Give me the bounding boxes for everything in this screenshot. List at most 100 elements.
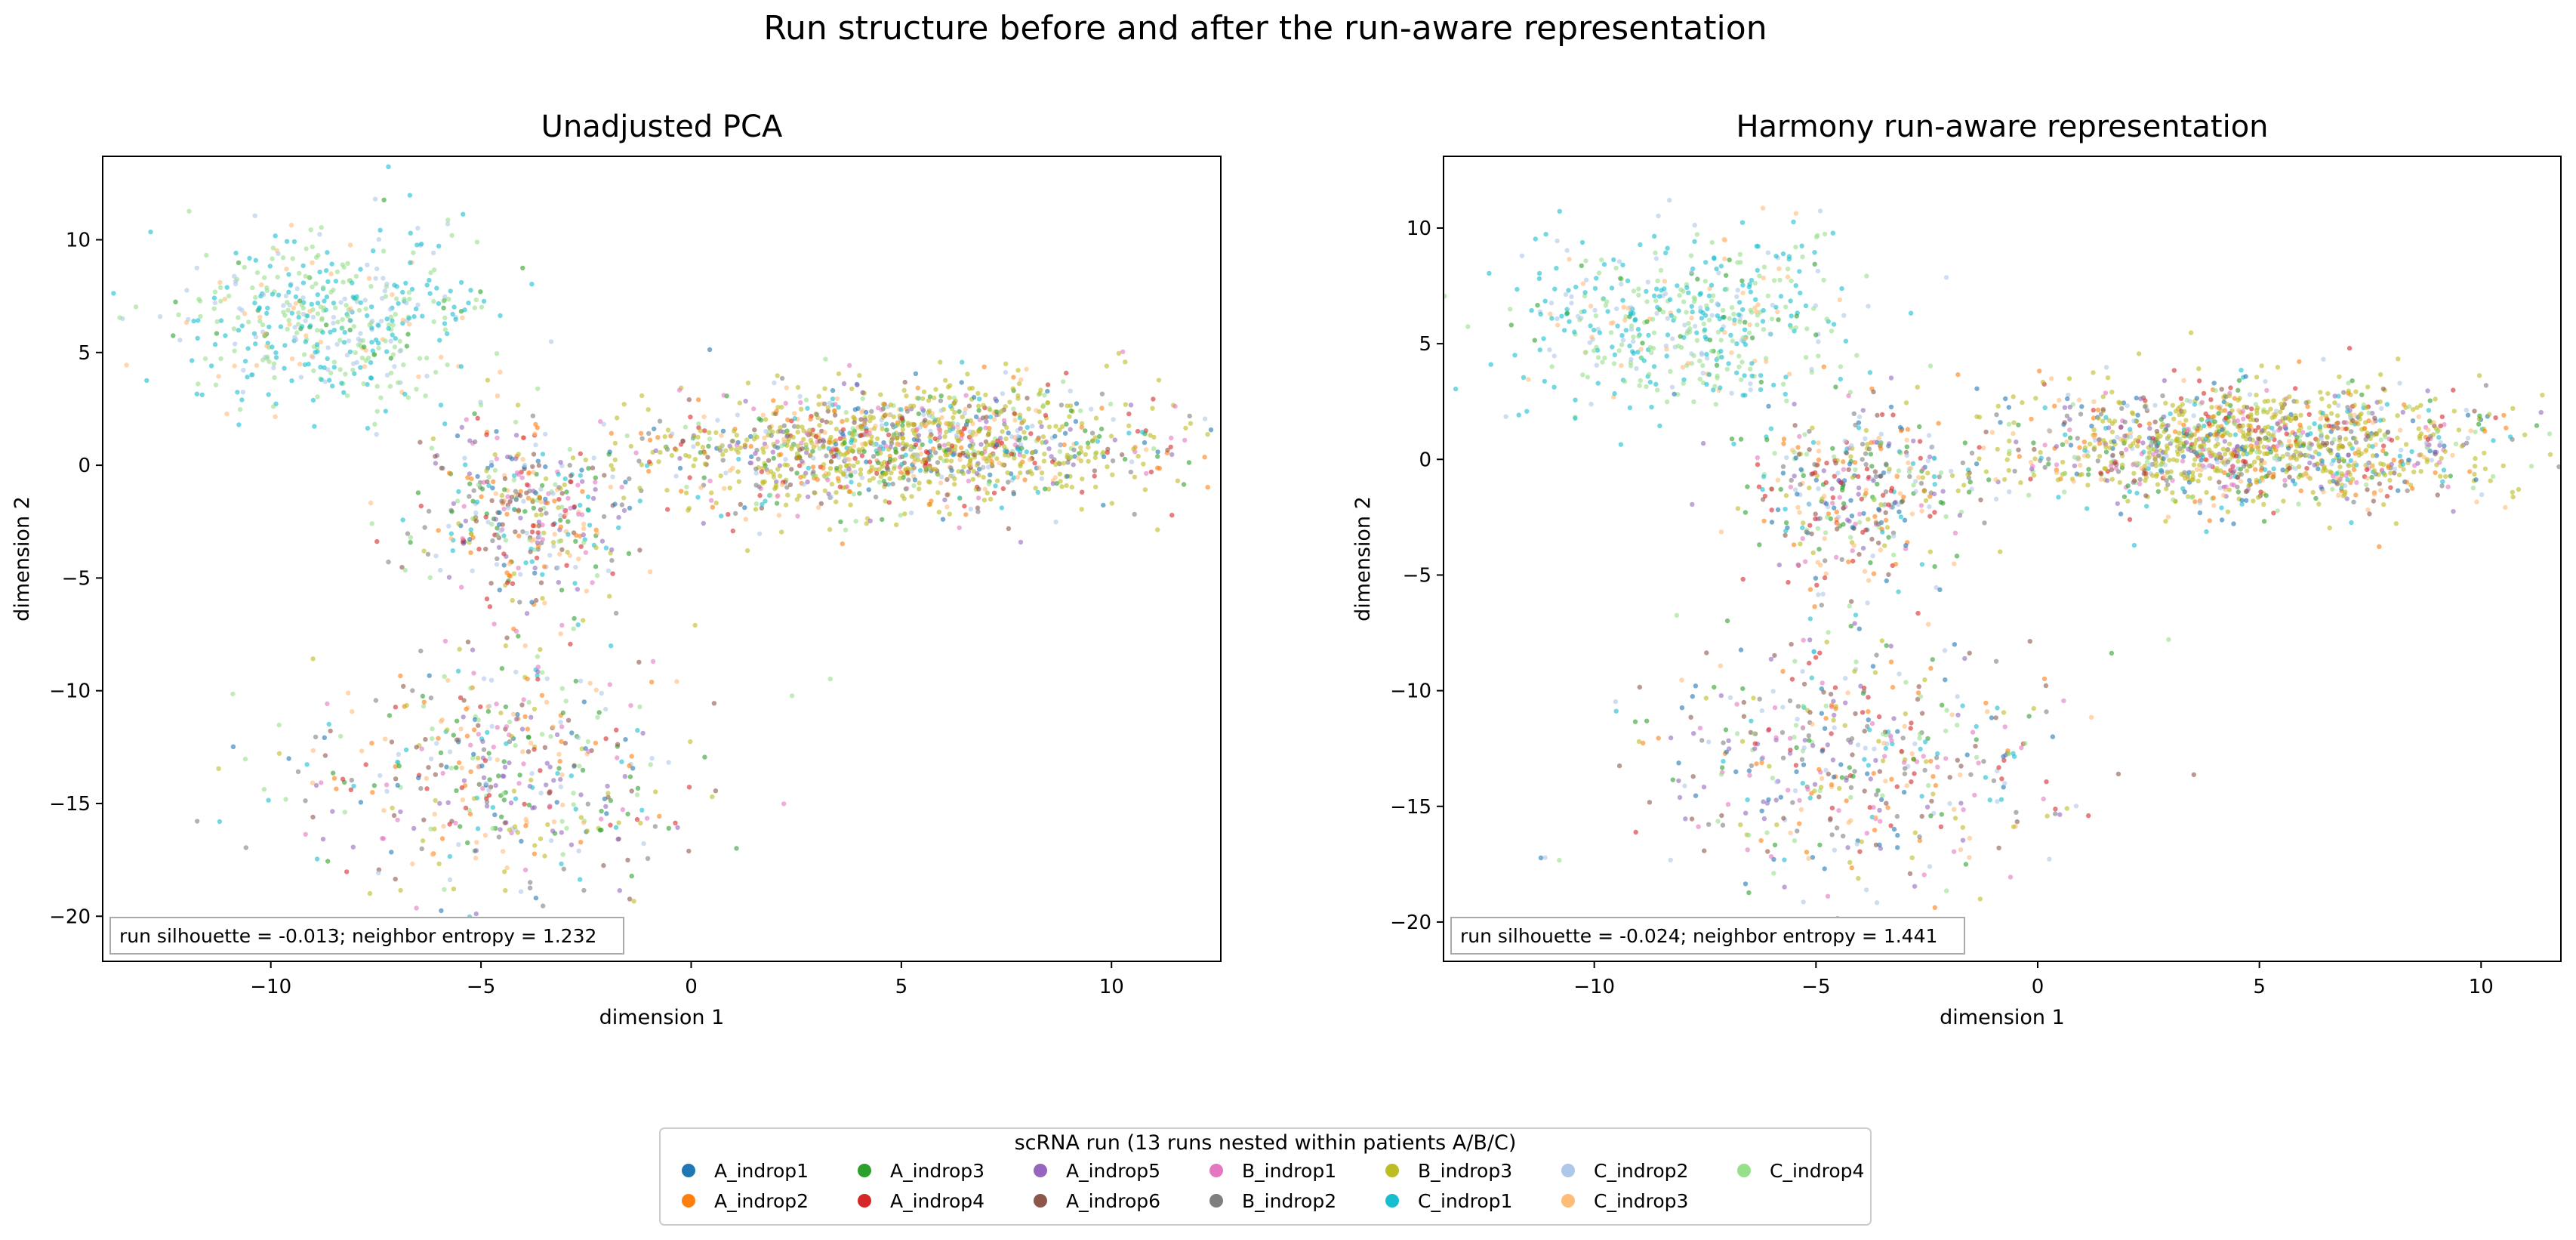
data-point [1664, 347, 1669, 352]
data-point [709, 490, 714, 495]
data-point [504, 635, 510, 640]
data-point [911, 403, 917, 409]
data-point [328, 271, 334, 276]
data-point [593, 740, 599, 746]
data-point [196, 381, 201, 387]
data-point [501, 791, 506, 797]
data-point [522, 462, 528, 467]
data-point [450, 311, 455, 317]
data-point [713, 430, 719, 436]
data-point [2339, 488, 2344, 494]
data-point [260, 322, 266, 328]
data-point [1619, 333, 1625, 338]
data-point [384, 316, 390, 322]
data-point [433, 554, 439, 559]
data-point [2279, 443, 2285, 448]
data-point [1689, 361, 1694, 366]
data-point [784, 485, 790, 490]
data-point [1678, 334, 1683, 339]
data-point [2343, 436, 2349, 442]
data-point [515, 403, 521, 408]
data-point [1655, 304, 1660, 310]
data-point [1833, 461, 1838, 466]
data-point [1012, 411, 1017, 416]
data-point [2204, 489, 2209, 495]
data-point [2208, 397, 2214, 403]
data-point [1724, 273, 1729, 278]
data-point [1677, 293, 1682, 298]
data-point [1028, 431, 1034, 436]
data-point [1761, 327, 1767, 332]
data-point [877, 467, 882, 472]
data-point [2196, 366, 2202, 372]
data-point [404, 702, 409, 708]
data-point [1823, 571, 1829, 576]
data-point [2198, 473, 2203, 478]
data-point [606, 452, 612, 457]
data-point [1740, 307, 1746, 313]
data-point [2049, 376, 2054, 381]
data-point [599, 989, 603, 994]
data-point [1105, 464, 1110, 470]
data-point [1638, 347, 1644, 352]
data-point [906, 423, 911, 428]
data-point [510, 581, 516, 586]
data-point [2118, 450, 2125, 456]
data-point [957, 457, 963, 462]
data-point [1906, 469, 1912, 474]
data-point [1042, 486, 1048, 492]
data-point [1237, 426, 1241, 430]
data-point [1169, 452, 1175, 458]
data-point [1681, 377, 1687, 382]
y-tick-label: 5 [78, 342, 91, 365]
data-point [212, 300, 218, 306]
data-point [300, 295, 306, 301]
data-point [903, 452, 909, 458]
x-axis-label: dimension 1 [599, 1006, 725, 1029]
data-point [2198, 426, 2204, 431]
data-point [349, 777, 354, 783]
data-point [2439, 455, 2444, 461]
data-point [575, 622, 581, 628]
data-point [702, 428, 707, 433]
data-point [485, 520, 491, 525]
data-point [1628, 363, 1634, 369]
data-point [2150, 473, 2155, 478]
data-point [230, 744, 236, 749]
data-point [1669, 313, 1674, 319]
data-point [2465, 412, 2471, 418]
data-point [2046, 456, 2051, 461]
data-point [1684, 285, 1690, 290]
data-point [413, 306, 419, 312]
data-point [1846, 393, 1851, 399]
data-point [539, 692, 545, 698]
data-point [532, 431, 538, 436]
data-point [2369, 474, 2374, 480]
data-point [2336, 455, 2342, 461]
data-point [461, 211, 466, 217]
data-point [993, 483, 998, 489]
data-point [284, 239, 290, 244]
data-point [1634, 366, 1639, 372]
data-point [2540, 393, 2545, 398]
data-point [2312, 421, 2317, 427]
data-point [639, 462, 645, 467]
data-point [688, 739, 693, 745]
data-point [935, 460, 941, 465]
data-point [252, 301, 257, 306]
data-point [495, 435, 500, 440]
data-point [835, 476, 841, 481]
data-point [202, 356, 208, 362]
data-point [2173, 409, 2179, 414]
data-point [707, 436, 713, 442]
data-point [710, 504, 716, 510]
data-point [975, 495, 981, 501]
data-point [2165, 470, 2171, 476]
data-point [2349, 429, 2354, 434]
data-point [1601, 261, 1607, 267]
data-point [2380, 461, 2386, 467]
data-point [612, 440, 618, 446]
data-point [2011, 430, 2016, 436]
data-point [1995, 403, 2001, 409]
data-point [1132, 474, 1138, 480]
